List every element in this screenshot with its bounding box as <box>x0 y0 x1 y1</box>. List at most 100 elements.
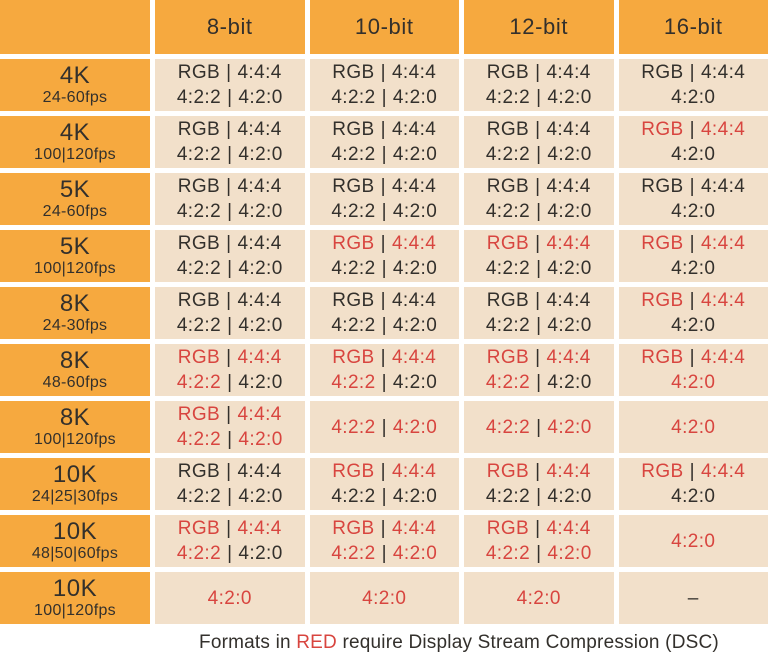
pipe-separator: | <box>380 62 386 83</box>
format-token: 4:4:4 <box>391 62 437 83</box>
format-cell-10K-12-bit: RGB | 4:4:4 4:2:2 | 4:2:0 <box>464 515 614 567</box>
format-token: 4:2:0 <box>671 315 716 336</box>
format-line: RGB | 4:4:4 <box>487 459 591 484</box>
pipe-separator: | <box>227 144 233 165</box>
format-line: 4:2:2 | 4:2:0 <box>331 541 437 566</box>
format-line: 4:2:2 | 4:2:0 <box>331 142 437 167</box>
format-line: RGB | 4:4:4 <box>487 231 591 256</box>
format-cell-4K-12-bit: RGB | 4:4:4 4:2:2 | 4:2:0 <box>464 59 614 111</box>
format-token: 4:2:0 <box>238 543 283 564</box>
format-line: RGB | 4:4:4 <box>487 345 591 370</box>
format-line: 4:2:0 <box>671 142 715 167</box>
format-line: 4:2:0 <box>671 199 715 224</box>
format-line: RGB | 4:4:4 <box>178 288 282 313</box>
format-support-table: 8-bit 10-bit 12-bit 16-bit 4K 24-60fps RGB | 4:4… <box>0 0 768 624</box>
format-token-dsc-required: 4:4:4 <box>237 518 282 539</box>
format-token: 4:2:2 <box>485 201 531 222</box>
pipe-separator: | <box>689 62 695 83</box>
pipe-separator: | <box>381 372 387 393</box>
format-cell-4K-10-bit: RGB | 4:4:4 4:2:2 | 4:2:0 <box>309 59 459 111</box>
format-cell-10K-8-bit: RGB | 4:4:4 4:2:2 | 4:2:0 <box>155 515 305 567</box>
corner-cell <box>0 0 150 54</box>
pipe-separator: | <box>689 290 695 311</box>
pipe-separator: | <box>381 543 387 564</box>
format-line: RGB | 4:4:4 <box>178 231 282 256</box>
format-token: 4:2:0 <box>392 144 438 165</box>
format-cell-10K-10-bit: 4:2:0 <box>309 572 459 624</box>
pipe-separator: | <box>381 87 387 108</box>
pipe-separator: | <box>226 404 232 425</box>
format-token-dsc-required: 4:2:2 <box>176 543 222 564</box>
format-token: 4:4:4 <box>237 119 282 140</box>
pipe-separator: | <box>226 290 232 311</box>
format-cell-4K-16-bit: RGB | 4:4:4 4:2:0 <box>618 116 768 168</box>
format-line: RGB | 4:4:4 <box>641 174 745 199</box>
format-token: 4:4:4 <box>391 176 437 197</box>
format-token-dsc-required: RGB <box>332 233 375 254</box>
format-token-dsc-required: 4:2:0 <box>207 587 252 609</box>
format-token: 4:2:0 <box>547 372 592 393</box>
format-token-dsc-required: RGB <box>641 233 684 254</box>
format-token: 4:2:2 <box>331 201 376 222</box>
format-token: 4:2:0 <box>238 144 283 165</box>
row-label-8K-48-60fps: 8K 48-60fps <box>0 344 150 396</box>
format-cell-4K-10-bit: RGB | 4:4:4 4:2:2 | 4:2:0 <box>309 116 459 168</box>
row-label-resolution: 8K <box>59 403 91 431</box>
format-line: – <box>688 586 699 611</box>
format-line: RGB | 4:4:4 <box>178 402 282 427</box>
row-label-framerate: 48-60fps <box>42 374 108 392</box>
format-cell-4K-12-bit: RGB | 4:4:4 4:2:2 | 4:2:0 <box>464 116 614 168</box>
format-token-dsc-required: 4:2:0 <box>671 372 716 393</box>
format-token: 4:2:0 <box>547 486 592 507</box>
row-label-5K-100|120fps: 5K 100|120fps <box>0 230 150 282</box>
format-cell-4K-8-bit: RGB | 4:4:4 4:2:2 | 4:2:0 <box>155 116 305 168</box>
format-cell-5K-16-bit: RGB | 4:4:4 4:2:0 <box>618 230 768 282</box>
format-token-dsc-required: RGB <box>332 461 375 482</box>
format-token: 4:2:0 <box>392 486 438 507</box>
format-token: 4:4:4 <box>391 119 437 140</box>
format-token: 4:2:2 <box>485 258 531 279</box>
format-token-dsc-required: 4:2:2 <box>331 372 376 393</box>
format-line: RGB | 4:4:4 <box>178 117 282 142</box>
format-line: RGB | 4:4:4 <box>641 231 745 256</box>
format-token: 4:2:0 <box>671 486 716 507</box>
format-line: 4:2:2 | 4:2:0 <box>177 541 283 566</box>
format-token: RGB <box>177 62 221 83</box>
format-line: RGB | 4:4:4 <box>178 516 282 541</box>
format-token: RGB <box>177 290 221 311</box>
format-line: 4:2:2 | 4:2:0 <box>177 313 283 338</box>
format-token: 4:4:4 <box>546 62 591 83</box>
format-token: 4:2:2 <box>176 315 222 336</box>
format-line: 4:2:2 | 4:2:0 <box>331 370 437 395</box>
format-token: RGB <box>641 176 684 197</box>
pipe-separator: | <box>227 486 233 507</box>
format-token: 4:2:2 <box>485 486 531 507</box>
format-token: 4:2:0 <box>547 144 592 165</box>
format-line: RGB | 4:4:4 <box>641 459 745 484</box>
format-token: 4:4:4 <box>700 62 746 83</box>
format-cell-5K-12-bit: RGB | 4:4:4 4:2:2 | 4:2:0 <box>464 173 614 225</box>
format-cell-10K-8-bit: RGB | 4:4:4 4:2:2 | 4:2:0 <box>155 458 305 510</box>
format-line: 4:2:2 | 4:2:0 <box>177 370 283 395</box>
column-header-10-bit: 10-bit <box>309 0 459 54</box>
format-line: 4:2:2 | 4:2:0 <box>486 415 592 440</box>
format-cell-8K-10-bit: RGB | 4:4:4 4:2:2 | 4:2:0 <box>309 344 459 396</box>
pipe-separator: | <box>536 144 542 165</box>
format-token-dsc-required: RGB <box>486 233 530 254</box>
format-token-dsc-required: RGB <box>641 119 684 140</box>
format-token: 4:2:0 <box>547 315 592 336</box>
row-label-resolution: 5K <box>59 232 91 260</box>
format-token-dsc-required: 4:4:4 <box>546 461 591 482</box>
format-token-dsc-required: 4:2:2 <box>485 416 531 438</box>
format-token: RGB <box>332 290 375 311</box>
format-token-dsc-required: 4:2:0 <box>547 543 592 564</box>
pipe-separator: | <box>535 347 541 368</box>
pipe-separator: | <box>227 543 233 564</box>
row-label-framerate: 24-60fps <box>42 89 108 107</box>
row-label-framerate: 48|50|60fps <box>31 545 119 563</box>
footnote: Formats in RED require Display Stream Co… <box>150 624 768 662</box>
format-token-dsc-required: RGB <box>641 290 684 311</box>
format-token-dsc-required: RGB <box>486 461 530 482</box>
format-token: 4:2:0 <box>392 201 438 222</box>
format-line: RGB | 4:4:4 <box>332 516 436 541</box>
